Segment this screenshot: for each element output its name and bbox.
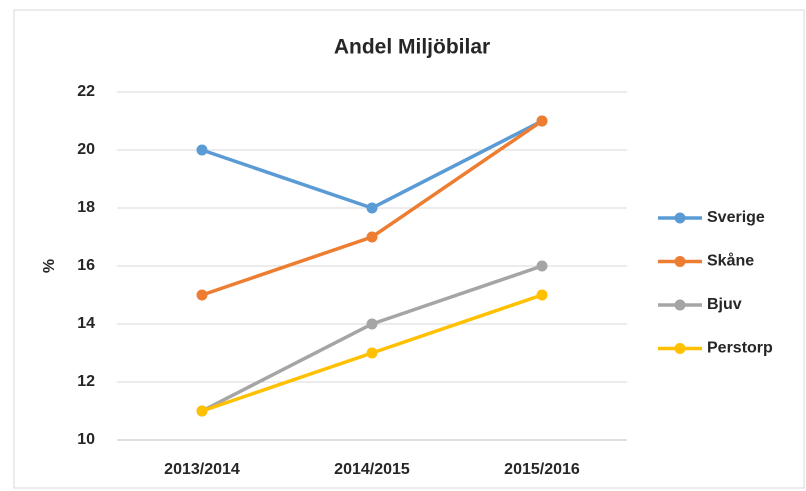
chart-title: Andel Miljöbilar [334, 36, 490, 59]
chart-frame [13, 9, 805, 489]
series-marker [366, 347, 378, 359]
series-marker [196, 289, 208, 301]
series-marker [196, 144, 208, 156]
y-tick-label: 20 [77, 141, 95, 158]
series-marker [536, 115, 548, 127]
legend-label: Skåne [707, 252, 754, 270]
legend-marker [674, 343, 686, 354]
y-tick-label: 10 [77, 431, 95, 448]
legend-marker [674, 299, 686, 311]
y-tick-label: 12 [77, 373, 95, 390]
legend-label: Perstorp [707, 340, 773, 357]
series-marker [196, 405, 208, 417]
y-tick-label: 14 [77, 315, 95, 332]
legend-label: Sverige [707, 209, 765, 226]
y-tick-label: 18 [77, 199, 95, 216]
series-marker [366, 318, 378, 330]
x-tick-label: 2014/2015 [334, 461, 410, 478]
y-tick-label: 16 [77, 257, 95, 274]
series-marker [536, 260, 548, 272]
legend-marker [674, 212, 686, 224]
x-tick-label: 2015/2016 [504, 461, 580, 478]
legend-label: Bjuv [707, 296, 742, 313]
y-tick-label: 22 [77, 83, 95, 100]
series-marker [536, 289, 548, 301]
series-marker [366, 202, 378, 214]
y-axis-label: % [41, 259, 58, 273]
legend-marker [674, 256, 686, 267]
series-marker [366, 231, 378, 243]
x-tick-label: 2013/2014 [164, 461, 240, 478]
